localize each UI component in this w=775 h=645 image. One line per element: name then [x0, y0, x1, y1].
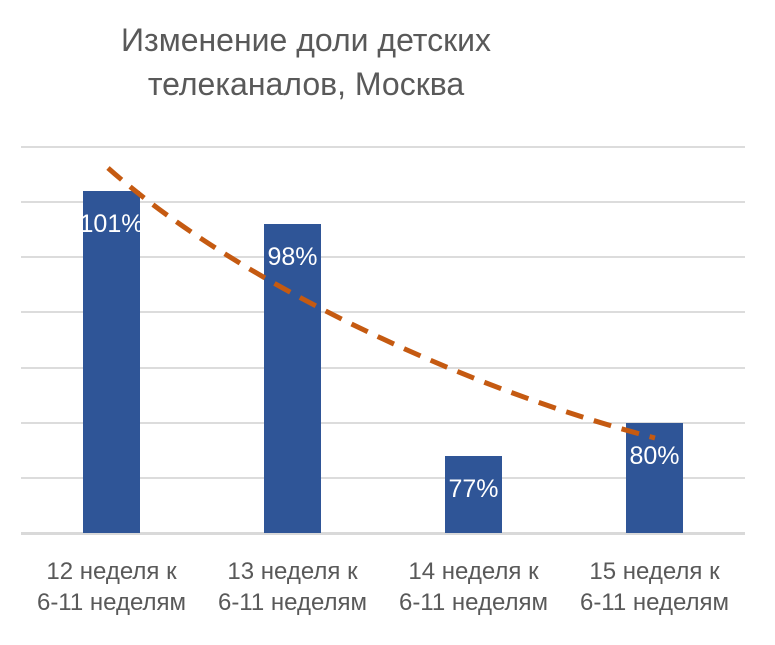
gridline	[21, 476, 745, 479]
x-axis-label-line2: 6-11 неделям	[579, 589, 730, 616]
bar-12 неделя к 6-11 неделям: 101%	[80, 191, 143, 533]
bar-data-label: 98%	[267, 243, 318, 272]
bar-data-label: 80%	[629, 441, 680, 470]
chart-title-line2: телеканалов, Москва	[147, 66, 465, 102]
x-axis-label: 12 неделя к 6-11 неделям	[21, 556, 202, 618]
bar-data-label: 77%	[448, 474, 499, 503]
chart-title-line1: Изменение доли детских	[121, 22, 491, 58]
x-axis-line	[21, 532, 745, 535]
x-axis-label-line2: 6-11 неделям	[36, 589, 187, 616]
bar-14 неделя к 6-11 неделям: 77%	[445, 455, 502, 533]
x-axis-label-line1: 12 неделя к	[46, 558, 177, 585]
x-axis-label: 14 неделя к 6-11 неделям	[383, 556, 564, 618]
bar-13 неделя к 6-11 неделям: 98%	[264, 224, 321, 533]
gridline	[21, 146, 745, 148]
x-axis-label-line1: 15 неделя к	[589, 558, 720, 585]
bar-data-label: 101%	[79, 210, 144, 239]
x-axis-label-line1: 13 неделя к	[227, 558, 358, 585]
bar-15 неделя к 6-11 неделям: 80%	[626, 422, 683, 533]
x-axis-label: 15 неделя к 6-11 неделям	[564, 556, 745, 618]
x-axis-label: 13 неделя к 6-11 неделям	[202, 556, 383, 618]
chart-title: Изменение доли детских телеканалов, Моск…	[86, 18, 526, 106]
x-axis-label-line2: 6-11 неделям	[398, 589, 549, 616]
x-axis-label-line2: 6-11 неделям	[217, 589, 368, 616]
x-axis-label-line1: 14 неделя к	[408, 558, 539, 585]
